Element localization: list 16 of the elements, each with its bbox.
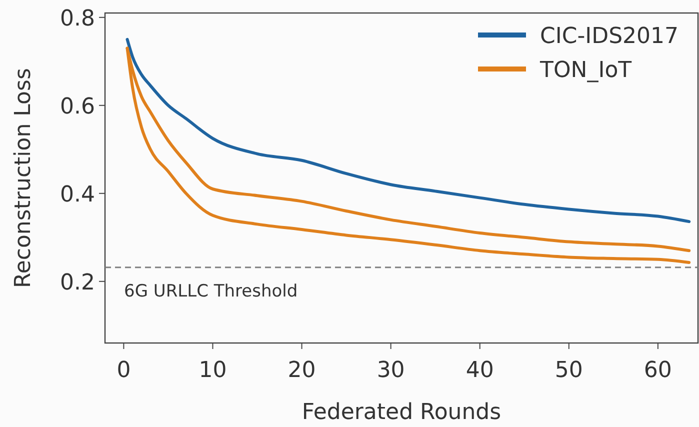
- legend-label: TON_IoT: [539, 58, 632, 83]
- y-axis-title: Reconstruction Loss: [11, 68, 36, 288]
- ref-line-label: 6G URLLC Threshold: [124, 281, 298, 302]
- x-tick-label: 0: [116, 358, 131, 383]
- y-tick-label: 0.2: [60, 270, 95, 296]
- y-tick-label: 0.4: [60, 182, 95, 208]
- x-axis-title: Federated Rounds: [302, 400, 502, 425]
- y-tick-label: 0.6: [60, 94, 95, 120]
- x-tick-label: 10: [198, 358, 227, 383]
- x-tick-label: 50: [554, 358, 583, 383]
- legend-label: CIC-IDS2017: [540, 24, 679, 49]
- x-tick-label: 40: [466, 358, 494, 383]
- x-tick-label: 30: [376, 358, 405, 383]
- x-tick-label: 20: [288, 358, 316, 383]
- x-tick-label: 60: [644, 358, 672, 383]
- y-tick-label: 0.8: [60, 6, 95, 32]
